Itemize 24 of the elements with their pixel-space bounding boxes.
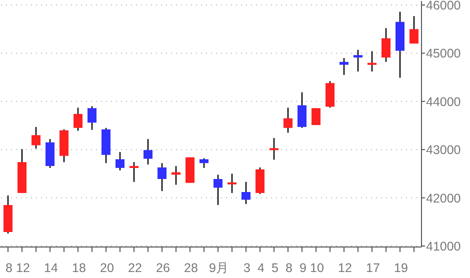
y-tick-label: 42000 bbox=[426, 191, 461, 206]
x-tick-label: 22 bbox=[128, 261, 142, 275]
x-tick-label: 3 bbox=[244, 261, 251, 275]
x-tick-label: 12 bbox=[16, 261, 30, 275]
x-tick-label: 8 bbox=[286, 261, 293, 275]
x-tick-label: 28 bbox=[184, 261, 198, 275]
x-tick-label: 10 bbox=[310, 261, 324, 275]
x-tick-label: 8 bbox=[6, 261, 13, 275]
x-tick-label: 20 bbox=[100, 261, 114, 275]
y-tick-label: 43000 bbox=[426, 143, 461, 158]
x-tick-label: 18 bbox=[72, 261, 86, 275]
y-tick-label: 46000 bbox=[426, 0, 461, 12]
x-tick-label: 26 bbox=[156, 261, 170, 275]
x-tick-label: 19 bbox=[394, 261, 408, 275]
x-tick-label: 12 bbox=[338, 261, 352, 275]
x-tick-label: 4 bbox=[258, 261, 265, 275]
y-tick-label: 45000 bbox=[426, 46, 461, 61]
y-tick-label: 41000 bbox=[426, 240, 461, 254]
x-tick-label: 17 bbox=[366, 261, 380, 275]
x-tick-label: 5 bbox=[272, 261, 279, 275]
x-tick-label: 9月 bbox=[209, 261, 229, 275]
x-tick-label: 9 bbox=[300, 261, 307, 275]
y-tick-label: 44000 bbox=[426, 94, 461, 109]
x-tick-label: 14 bbox=[44, 261, 58, 275]
